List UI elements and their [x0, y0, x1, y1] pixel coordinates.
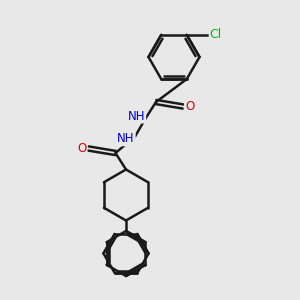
- Text: O: O: [185, 100, 194, 113]
- Text: Cl: Cl: [210, 28, 222, 41]
- Text: O: O: [77, 142, 86, 155]
- Text: NH: NH: [117, 132, 135, 146]
- Text: NH: NH: [128, 110, 145, 123]
